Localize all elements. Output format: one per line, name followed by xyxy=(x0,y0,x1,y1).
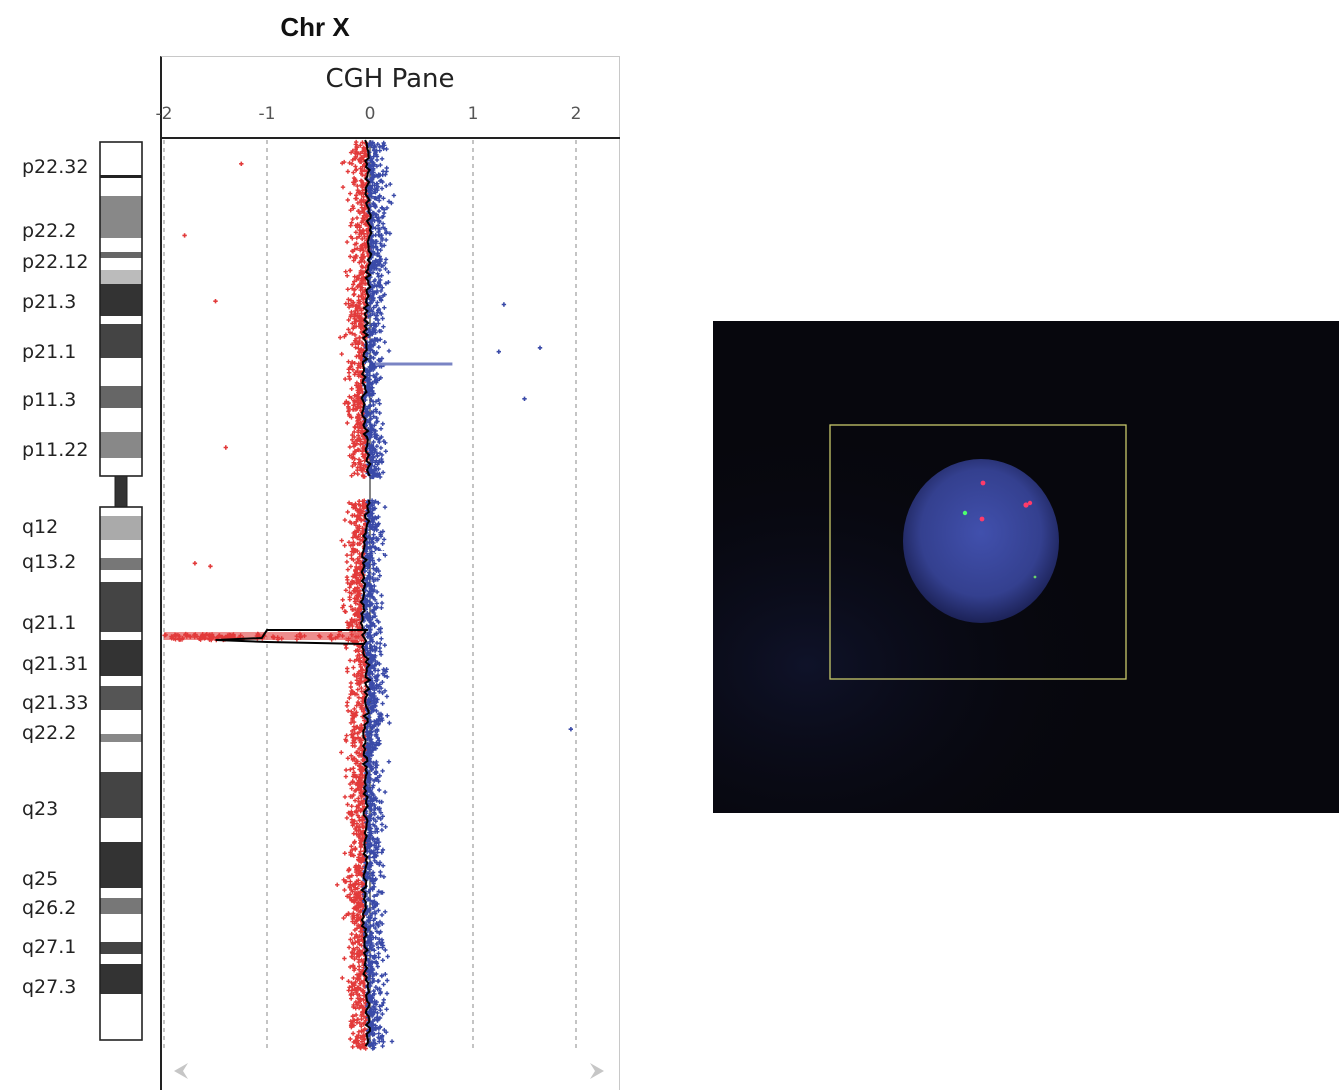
ideogram-band xyxy=(100,270,142,284)
band-label-p11-3: p11.3 xyxy=(22,389,77,411)
band-label-p11-22: p11.22 xyxy=(22,439,89,461)
ideogram-band xyxy=(100,964,142,994)
loss-outlier xyxy=(223,445,228,450)
region-of-interest-box[interactable] xyxy=(829,424,1127,680)
red-signal xyxy=(979,516,985,522)
ideogram-band xyxy=(100,558,142,570)
band-label-q21-1: q21.1 xyxy=(22,612,77,634)
ideogram-band xyxy=(100,686,142,710)
ideogram-band xyxy=(100,432,142,458)
ideogram-band xyxy=(100,516,142,540)
ideogram-band xyxy=(100,142,142,175)
ideogram-band xyxy=(100,238,142,252)
ideogram-band xyxy=(100,570,142,582)
ideogram-band xyxy=(100,994,142,1040)
ideogram-band xyxy=(100,898,142,914)
band-label-q12: q12 xyxy=(22,516,59,538)
ideogram-band xyxy=(100,458,142,476)
ideogram-band xyxy=(100,540,142,558)
gain-outlier xyxy=(568,727,573,732)
ideogram-band xyxy=(100,772,142,818)
band-label-q27-1: q27.1 xyxy=(22,936,77,958)
loss-outlier xyxy=(182,233,187,238)
red-signal xyxy=(1023,502,1029,508)
loss-outlier xyxy=(239,161,244,166)
ideogram-band xyxy=(100,175,142,178)
ideogram-band xyxy=(100,842,142,888)
band-label-q25: q25 xyxy=(22,868,59,890)
ideogram-band xyxy=(100,640,142,676)
gain-outlier xyxy=(537,345,543,350)
band-label-q22-2: q22.2 xyxy=(22,722,77,744)
x-tick-label: 0 xyxy=(364,104,376,124)
q-arm-outline xyxy=(99,506,143,1041)
ideogram-band xyxy=(100,742,142,772)
ideogram-band xyxy=(100,316,142,324)
ideogram-band xyxy=(100,632,142,640)
x-tick-label: -1 xyxy=(258,104,276,124)
ideogram-band xyxy=(100,942,142,954)
ideogram-band xyxy=(100,178,142,196)
scroll-right-button[interactable] xyxy=(586,1060,608,1082)
pane-title: CGH Pane xyxy=(325,64,455,94)
loss-trend-segment xyxy=(215,629,368,645)
band-label-q13-2: q13.2 xyxy=(22,551,77,573)
chromosome-title: Chr X xyxy=(280,12,350,42)
band-label-p21-3: p21.3 xyxy=(22,291,77,313)
gain-outlier xyxy=(522,396,527,401)
ideogram-band xyxy=(100,710,142,734)
ideogram-band xyxy=(100,358,142,386)
ideogram-band xyxy=(100,676,142,686)
left-arrow-icon xyxy=(174,1063,188,1079)
band-label-q26-2: q26.2 xyxy=(22,897,77,919)
band-label-p22-12: p22.12 xyxy=(22,251,89,273)
ideogram-band xyxy=(100,258,142,270)
band-label-p22-2: p22.2 xyxy=(22,220,77,242)
band-labels: p22.32 p22.2 p22.12 p21.3 p21.1 p11.3 p11.22 q1… xyxy=(0,0,100,1090)
red-signal xyxy=(1027,500,1033,506)
ideogram-band xyxy=(100,582,142,632)
band-label-q23: q23 xyxy=(22,798,59,820)
green-signal xyxy=(962,510,968,516)
gain-outlier xyxy=(496,349,501,354)
band-label-p21-1: p21.1 xyxy=(22,341,77,363)
loss-outlier xyxy=(208,564,213,569)
ideogram-band xyxy=(100,386,142,408)
fish-microscopy-image xyxy=(713,321,1339,813)
band-label-q27-3: q27.3 xyxy=(22,976,77,998)
ideogram-band xyxy=(100,324,142,358)
ideogram-band xyxy=(100,914,142,942)
right-arrow-icon xyxy=(590,1063,604,1079)
ideogram-band xyxy=(100,408,142,432)
ideogram-band xyxy=(100,252,142,258)
cgh-pane[interactable] xyxy=(160,56,620,1090)
gain-outlier xyxy=(501,302,507,307)
nucleus xyxy=(903,459,1059,623)
ideogram-band xyxy=(100,734,142,742)
ideogram-band xyxy=(100,196,142,238)
ideogram-band xyxy=(100,284,142,316)
red-signal xyxy=(980,480,986,486)
loss-outlier xyxy=(192,561,198,566)
band-label-p22-32: p22.32 xyxy=(22,156,89,178)
band-label-q21-33: q21.33 xyxy=(22,692,89,714)
loss-outlier xyxy=(213,299,218,304)
ideogram-band xyxy=(100,954,142,964)
chromosome-ideogram xyxy=(99,141,143,1041)
x-tick-label: 2 xyxy=(570,104,582,124)
scroll-left-button[interactable] xyxy=(170,1060,192,1082)
trend-line xyxy=(359,139,373,1047)
x-tick-label: -2 xyxy=(155,104,173,124)
band-label-q21-31: q21.31 xyxy=(22,653,89,675)
green-signal xyxy=(1033,575,1037,579)
fish-image-svg xyxy=(713,321,1339,813)
ideogram-band xyxy=(100,888,142,898)
ideogram-band xyxy=(100,818,142,842)
ideogram-band xyxy=(100,507,142,516)
x-tick-label: 1 xyxy=(467,104,479,124)
